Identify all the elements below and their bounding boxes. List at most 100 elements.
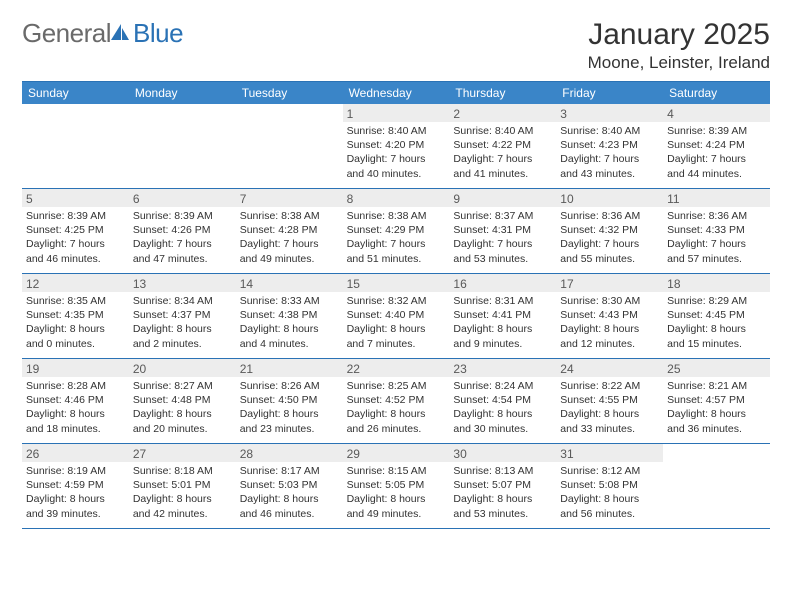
calendar-cell: 4Sunrise: 8:39 AMSunset: 4:24 PMDaylight… (663, 104, 770, 188)
day-number (663, 444, 770, 462)
weekday-header: Sunday (22, 82, 129, 104)
cell-line: and 15 minutes. (667, 337, 766, 351)
day-number: 23 (449, 359, 556, 377)
day-number: 13 (129, 274, 236, 292)
calendar: Sunday Monday Tuesday Wednesday Thursday… (22, 81, 770, 529)
cell-line: and 39 minutes. (26, 507, 125, 521)
cell-body: Sunrise: 8:19 AMSunset: 4:59 PMDaylight:… (22, 462, 129, 525)
cell-line: Sunset: 5:05 PM (347, 478, 446, 492)
cell-line: and 18 minutes. (26, 422, 125, 436)
day-number: 27 (129, 444, 236, 462)
cell-body: Sunrise: 8:12 AMSunset: 5:08 PMDaylight:… (556, 462, 663, 525)
title-block: January 2025 Moone, Leinster, Ireland (588, 18, 770, 73)
calendar-cell: 7Sunrise: 8:38 AMSunset: 4:28 PMDaylight… (236, 189, 343, 273)
day-number: 18 (663, 274, 770, 292)
cell-line: and 0 minutes. (26, 337, 125, 351)
page-header: General Blue January 2025 Moone, Leinste… (22, 18, 770, 73)
cell-body: Sunrise: 8:26 AMSunset: 4:50 PMDaylight:… (236, 377, 343, 440)
cell-line: Sunrise: 8:34 AM (133, 294, 232, 308)
cell-line: Sunset: 4:38 PM (240, 308, 339, 322)
cell-body: Sunrise: 8:17 AMSunset: 5:03 PMDaylight:… (236, 462, 343, 525)
calendar-cell: 2Sunrise: 8:40 AMSunset: 4:22 PMDaylight… (449, 104, 556, 188)
calendar-cell (663, 444, 770, 528)
week-row: 12Sunrise: 8:35 AMSunset: 4:35 PMDayligh… (22, 274, 770, 359)
cell-line: Daylight: 8 hours (26, 407, 125, 421)
cell-line: and 43 minutes. (560, 167, 659, 181)
cell-line: Daylight: 8 hours (347, 407, 446, 421)
cell-line: and 33 minutes. (560, 422, 659, 436)
day-number: 8 (343, 189, 450, 207)
cell-line: Sunset: 4:29 PM (347, 223, 446, 237)
cell-line: and 7 minutes. (347, 337, 446, 351)
cell-line: Daylight: 7 hours (240, 237, 339, 251)
day-number: 5 (22, 189, 129, 207)
cell-line: Sunrise: 8:32 AM (347, 294, 446, 308)
cell-line: and 26 minutes. (347, 422, 446, 436)
calendar-cell: 17Sunrise: 8:30 AMSunset: 4:43 PMDayligh… (556, 274, 663, 358)
cell-line: Daylight: 8 hours (240, 492, 339, 506)
cell-body: Sunrise: 8:39 AMSunset: 4:26 PMDaylight:… (129, 207, 236, 270)
cell-line: Daylight: 8 hours (560, 492, 659, 506)
cell-line: Daylight: 8 hours (240, 322, 339, 336)
cell-line: Sunrise: 8:13 AM (453, 464, 552, 478)
calendar-cell: 14Sunrise: 8:33 AMSunset: 4:38 PMDayligh… (236, 274, 343, 358)
cell-line: and 55 minutes. (560, 252, 659, 266)
logo: General Blue (22, 18, 183, 49)
month-title: January 2025 (588, 18, 770, 51)
day-number: 25 (663, 359, 770, 377)
cell-line: Sunrise: 8:27 AM (133, 379, 232, 393)
calendar-cell: 25Sunrise: 8:21 AMSunset: 4:57 PMDayligh… (663, 359, 770, 443)
day-number: 12 (22, 274, 129, 292)
weekday-header: Wednesday (343, 82, 450, 104)
cell-line: and 4 minutes. (240, 337, 339, 351)
logo-text-blue: Blue (133, 18, 183, 49)
cell-line: Sunset: 4:46 PM (26, 393, 125, 407)
cell-line: Sunrise: 8:39 AM (133, 209, 232, 223)
calendar-cell: 31Sunrise: 8:12 AMSunset: 5:08 PMDayligh… (556, 444, 663, 528)
cell-line: Sunrise: 8:28 AM (26, 379, 125, 393)
calendar-cell: 15Sunrise: 8:32 AMSunset: 4:40 PMDayligh… (343, 274, 450, 358)
cell-line: Daylight: 7 hours (347, 237, 446, 251)
calendar-cell: 30Sunrise: 8:13 AMSunset: 5:07 PMDayligh… (449, 444, 556, 528)
cell-line: and 47 minutes. (133, 252, 232, 266)
cell-line: Sunrise: 8:38 AM (347, 209, 446, 223)
day-number (22, 104, 129, 122)
calendar-cell: 26Sunrise: 8:19 AMSunset: 4:59 PMDayligh… (22, 444, 129, 528)
cell-line: Sunset: 4:33 PM (667, 223, 766, 237)
cell-line: Sunrise: 8:30 AM (560, 294, 659, 308)
cell-line: Sunrise: 8:12 AM (560, 464, 659, 478)
cell-line: Daylight: 7 hours (347, 152, 446, 166)
cell-line: and 51 minutes. (347, 252, 446, 266)
cell-line: Sunrise: 8:19 AM (26, 464, 125, 478)
cell-body: Sunrise: 8:38 AMSunset: 4:29 PMDaylight:… (343, 207, 450, 270)
cell-line: Sunrise: 8:25 AM (347, 379, 446, 393)
day-number: 21 (236, 359, 343, 377)
cell-body: Sunrise: 8:15 AMSunset: 5:05 PMDaylight:… (343, 462, 450, 525)
cell-body: Sunrise: 8:27 AMSunset: 4:48 PMDaylight:… (129, 377, 236, 440)
cell-line: Sunset: 5:07 PM (453, 478, 552, 492)
cell-body: Sunrise: 8:29 AMSunset: 4:45 PMDaylight:… (663, 292, 770, 355)
cell-line: and 46 minutes. (26, 252, 125, 266)
cell-body: Sunrise: 8:40 AMSunset: 4:22 PMDaylight:… (449, 122, 556, 185)
cell-line: Sunset: 4:59 PM (26, 478, 125, 492)
day-number: 29 (343, 444, 450, 462)
calendar-cell: 22Sunrise: 8:25 AMSunset: 4:52 PMDayligh… (343, 359, 450, 443)
cell-line: Daylight: 8 hours (453, 322, 552, 336)
cell-line: and 12 minutes. (560, 337, 659, 351)
calendar-cell: 6Sunrise: 8:39 AMSunset: 4:26 PMDaylight… (129, 189, 236, 273)
cell-body: Sunrise: 8:36 AMSunset: 4:32 PMDaylight:… (556, 207, 663, 270)
cell-line: Daylight: 8 hours (133, 322, 232, 336)
cell-line: Daylight: 7 hours (667, 152, 766, 166)
day-number (129, 104, 236, 122)
cell-body: Sunrise: 8:21 AMSunset: 4:57 PMDaylight:… (663, 377, 770, 440)
cell-body (22, 122, 129, 128)
cell-body: Sunrise: 8:36 AMSunset: 4:33 PMDaylight:… (663, 207, 770, 270)
cell-body: Sunrise: 8:38 AMSunset: 4:28 PMDaylight:… (236, 207, 343, 270)
cell-line: and 53 minutes. (453, 252, 552, 266)
cell-line: Sunrise: 8:15 AM (347, 464, 446, 478)
cell-line: Daylight: 8 hours (453, 492, 552, 506)
cell-line: Daylight: 7 hours (667, 237, 766, 251)
day-number: 17 (556, 274, 663, 292)
cell-body: Sunrise: 8:39 AMSunset: 4:24 PMDaylight:… (663, 122, 770, 185)
cell-line: and 20 minutes. (133, 422, 232, 436)
